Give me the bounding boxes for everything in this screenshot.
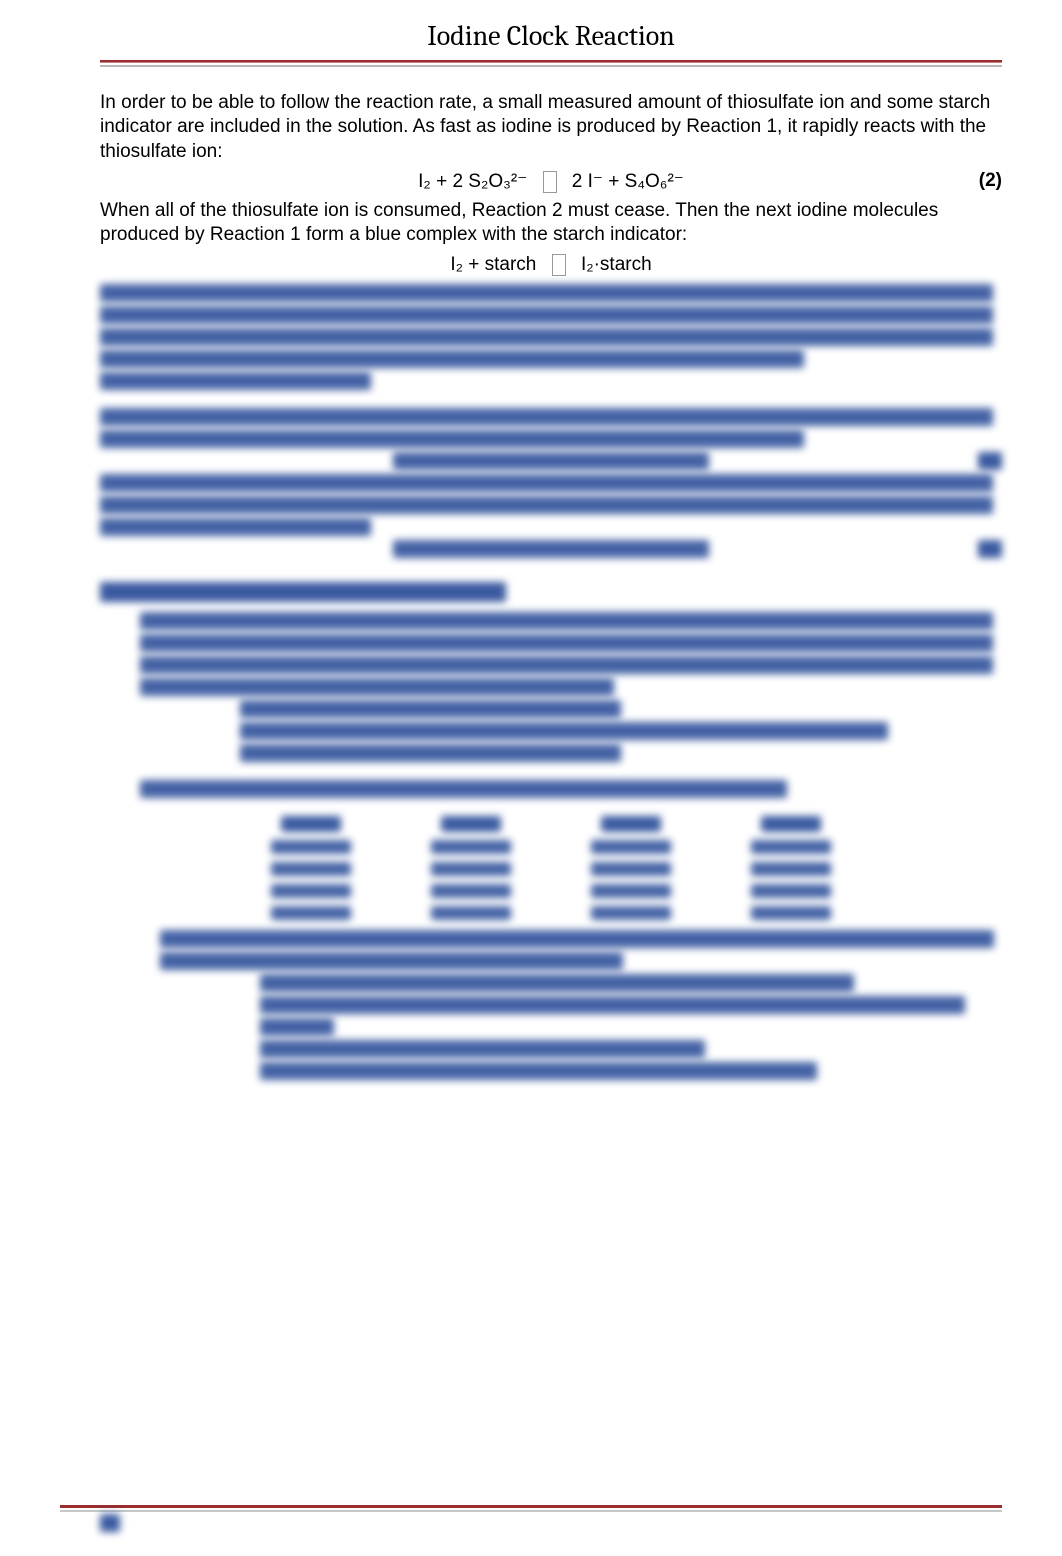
footer-rule-accent [60, 1505, 1002, 1508]
equation-3-row: I₂ + starch I₂·starch [100, 254, 1002, 276]
eq2-left: I₂ + 2 S₂O₃²⁻ [418, 171, 527, 192]
equation-3: I₂ + starch I₂·starch [450, 254, 651, 276]
eq3-right: I₂·starch [581, 254, 652, 275]
redacted-data-table [100, 816, 1002, 922]
redacted-problem-1 [140, 612, 1002, 762]
arrow-placeholder-icon [543, 171, 557, 193]
table-col-4 [751, 816, 831, 922]
redacted-paragraph-1 [100, 284, 1002, 390]
page-number-redacted [100, 1514, 120, 1532]
redacted-section-heading [100, 582, 506, 602]
redacted-problem-2-intro [140, 780, 1002, 798]
table-col-1 [271, 816, 351, 922]
rule-top-accent [100, 60, 1002, 63]
redacted-paragraph-2 [100, 408, 1002, 558]
rule-top-grey [100, 65, 1002, 67]
paragraph-2: When all of the thiosulfate ion is consu… [100, 199, 1002, 248]
equation-2: I₂ + 2 S₂O₃²⁻ 2 I⁻ + S₄O₆²⁻ [418, 170, 684, 193]
table-col-3 [591, 816, 671, 922]
page-title: Iodine Clock Reaction [100, 20, 1002, 52]
equation-2-label: (2) [979, 170, 1002, 192]
redacted-problem-2-parts [160, 930, 1002, 1080]
paragraph-1: In order to be able to follow the reacti… [100, 91, 1002, 164]
eq3-left: I₂ + starch [450, 254, 536, 275]
arrow-placeholder-icon [552, 254, 566, 276]
eq2-right: 2 I⁻ + S₄O₆²⁻ [572, 171, 684, 192]
footer-rule-grey [60, 1510, 1002, 1512]
table-col-2 [431, 816, 511, 922]
equation-2-row: I₂ + 2 S₂O₃²⁻ 2 I⁻ + S₄O₆²⁻ (2) [100, 170, 1002, 193]
